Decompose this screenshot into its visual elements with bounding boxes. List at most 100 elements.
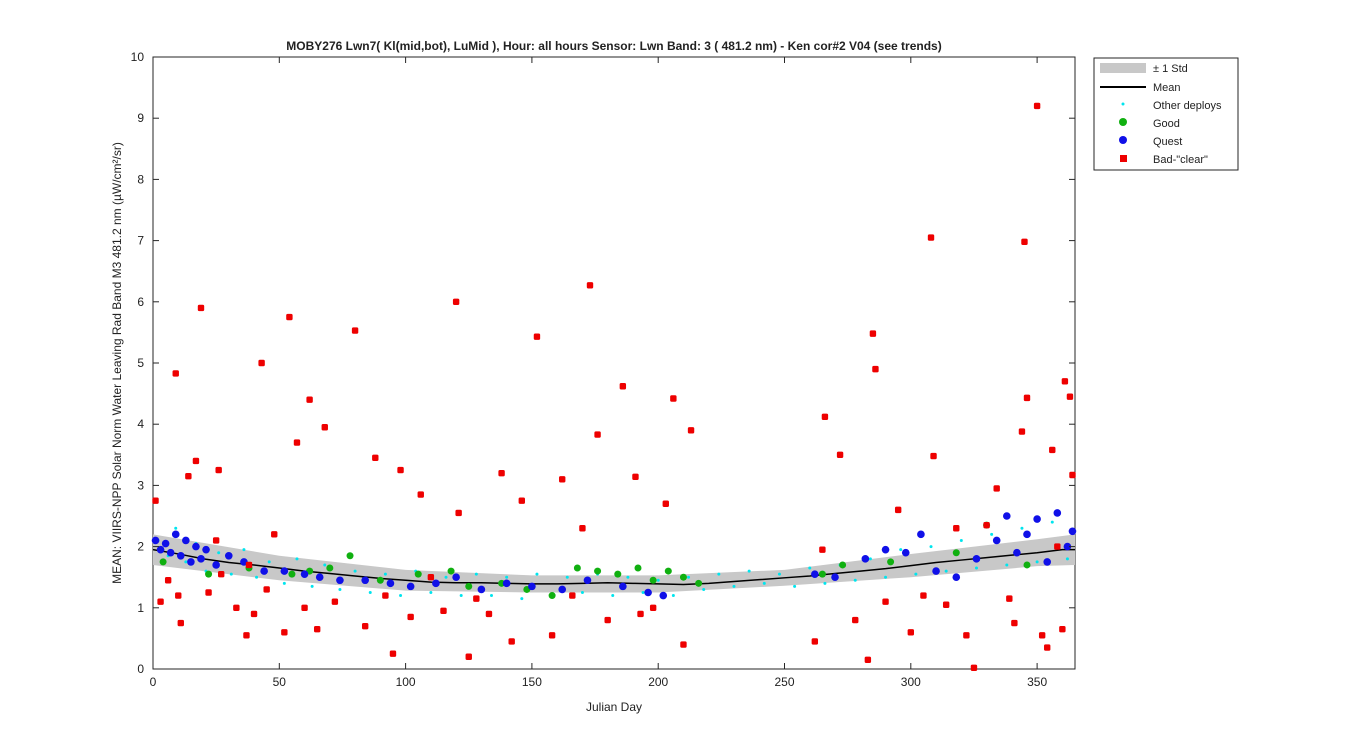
good-point [447, 567, 455, 575]
other-deploy-point [338, 587, 342, 591]
quest-point [151, 536, 160, 545]
y-tick-label: 10 [131, 50, 145, 64]
y-tick-label: 0 [137, 662, 144, 676]
bad-clear-point [372, 454, 379, 462]
bad-clear-point [942, 601, 950, 608]
bad-clear-point [212, 537, 220, 544]
other-deploy-point [929, 545, 933, 549]
bad-clear-point [1061, 378, 1069, 385]
bad-clear-point [321, 424, 328, 431]
bad-clear-point [907, 629, 915, 636]
bad-clear-point [233, 604, 240, 611]
x-tick-label: 300 [901, 675, 921, 689]
legend-other-swatch [1121, 102, 1125, 106]
legend-bad-label: Bad-"clear" [1153, 154, 1208, 166]
bad-clear-point [619, 383, 627, 390]
y-tick-label: 7 [137, 234, 144, 248]
other-deploy-point [489, 594, 493, 598]
other-deploy-point [747, 569, 751, 573]
quest-point [202, 545, 210, 554]
x-tick-label: 350 [1027, 675, 1047, 689]
good-point [679, 573, 687, 581]
quest-point [502, 579, 511, 588]
other-deploy-point [429, 591, 433, 594]
quest-point [1068, 527, 1077, 536]
quest-point [1002, 512, 1011, 520]
bad-clear-point [993, 485, 1000, 492]
quest-point [386, 579, 395, 588]
y-axis-label: MEAN: VIIRS-NPP Solar Norm Water Leaving… [110, 142, 124, 584]
bad-clear-point [604, 616, 611, 624]
quest-point [171, 530, 180, 539]
x-tick-label: 150 [522, 675, 542, 689]
legend-good-label: Good [1153, 118, 1180, 130]
good-point [548, 592, 556, 600]
good-point [346, 552, 354, 560]
x-tick-label: 0 [150, 675, 157, 689]
other-deploy-point [732, 584, 736, 588]
quest-point [336, 576, 344, 585]
bad-clear-point [586, 282, 594, 289]
bad-clear-point [872, 365, 879, 373]
bad-clear-point [1021, 238, 1028, 246]
other-deploy-point [459, 594, 463, 598]
bad-clear-point [389, 650, 397, 657]
other-deploy-point [641, 591, 645, 594]
bad-clear-point [485, 610, 493, 618]
bad-clear-point [218, 570, 225, 578]
other-deploy-point [777, 572, 781, 576]
bad-clear-point [177, 619, 184, 627]
quest-point [811, 570, 819, 578]
y-tick-label: 6 [137, 295, 144, 309]
bad-clear-point [1059, 626, 1066, 633]
legend-quest-label: Quest [1153, 136, 1182, 148]
good-point [376, 576, 384, 584]
other-deploy-point [174, 526, 178, 530]
quest-point [1063, 542, 1072, 551]
other-deploy-point [626, 575, 630, 579]
other-deploy-point [399, 594, 403, 598]
good-point [288, 570, 296, 578]
bad-clear-point [869, 330, 877, 337]
quest-point [558, 585, 567, 594]
quest-point [452, 573, 460, 581]
other-deploy-point [353, 569, 357, 573]
quest-point [361, 576, 369, 585]
good-point [465, 582, 473, 590]
y-tick-label: 8 [137, 172, 144, 186]
quest-point [659, 591, 668, 600]
other-deploy-point [383, 572, 387, 576]
other-deploy-point [474, 572, 478, 576]
chart-title: MOBY276 Lwn7( Kl(mid,bot), LuMid ), Hour… [286, 39, 941, 53]
bad-clear-point [197, 304, 205, 312]
other-deploy-point [368, 591, 372, 594]
bad-clear-point [306, 396, 313, 403]
other-deploy-point [535, 572, 539, 576]
good-point [952, 549, 960, 557]
other-deploy-point [282, 581, 286, 585]
bad-clear-point [970, 664, 978, 671]
quest-point [161, 539, 170, 548]
bad-clear-point [164, 577, 172, 584]
quest-point [861, 555, 870, 563]
legend-box [1093, 57, 1239, 171]
other-deploy-point [762, 581, 766, 585]
y-tick-label: 2 [137, 540, 144, 554]
bad-clear-point [548, 632, 556, 639]
bad-clear-point [670, 395, 677, 402]
quest-point [166, 548, 175, 557]
other-deploy-point [242, 548, 246, 552]
bad-clear-point [1011, 619, 1018, 627]
quest-point [300, 570, 309, 578]
quest-point [644, 588, 652, 597]
x-tick-label: 50 [273, 675, 287, 689]
bad-clear-point [1049, 446, 1056, 454]
bad-clear-point [1054, 543, 1061, 550]
good-point [326, 564, 334, 572]
bad-clear-point [1006, 595, 1013, 602]
other-deploy-point [1005, 563, 1009, 567]
bad-clear-point [687, 427, 695, 434]
good-point [1023, 561, 1031, 569]
other-deploy-point [671, 594, 675, 598]
bad-clear-point [172, 370, 179, 377]
